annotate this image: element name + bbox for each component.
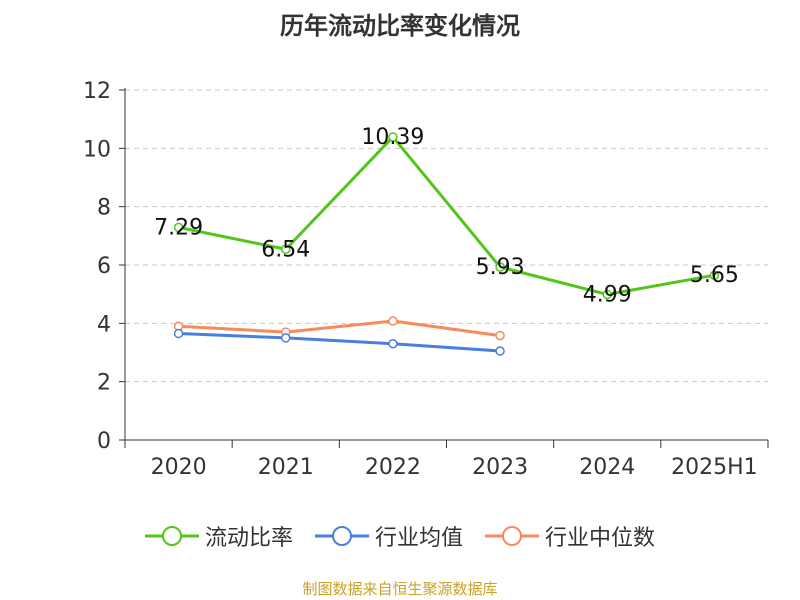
series-point — [495, 330, 505, 341]
legend-label: 行业均值 — [374, 526, 463, 551]
data-label: 5.65 — [690, 263, 739, 288]
x-tick-label: 2022 — [365, 455, 421, 480]
series-point — [281, 244, 291, 254]
series-point — [173, 222, 184, 233]
series-point — [602, 289, 612, 300]
series-point — [388, 339, 398, 349]
x-tick-label: 2023 — [472, 455, 528, 480]
series-point — [495, 346, 505, 356]
legend-item[interactable]: 行业中位数 — [485, 520, 655, 552]
series-line — [178, 319, 501, 338]
y-tick-label: 2 — [97, 371, 111, 396]
x-tick-label: 2024 — [579, 455, 635, 480]
series-point — [173, 328, 184, 339]
x-tick-label: 2021 — [258, 455, 314, 480]
series-point — [388, 132, 398, 142]
x-tick-label: 2025H1 — [671, 455, 758, 480]
data-label: 6.54 — [261, 237, 310, 262]
source-note: 制图数据来自恒生聚源数据库 — [302, 580, 498, 598]
x-tick-label: 2020 — [151, 455, 207, 480]
y-tick-label: 12 — [83, 79, 111, 104]
series-point — [709, 270, 720, 280]
y-tick-label: 10 — [83, 137, 111, 162]
legend-swatch-marker — [161, 526, 182, 546]
series-line — [178, 135, 715, 296]
series-point — [281, 333, 291, 343]
legend-swatch-marker — [331, 526, 352, 546]
y-tick-label: 4 — [97, 312, 111, 337]
legend-item[interactable]: 行业均值 — [314, 520, 463, 552]
legend-swatch-icon — [314, 526, 369, 546]
y-tick-label: 8 — [97, 196, 111, 221]
legend-item[interactable]: 流动比率 — [144, 520, 293, 552]
y-tick-label: 0 — [97, 429, 111, 454]
label-layer: 7.29 6.54 10.39 5.93 4.99 5.65 — [154, 125, 739, 308]
data-label: 7.29 — [154, 215, 203, 240]
grid-layer — [125, 89, 768, 383]
legend-swatch-icon — [485, 526, 539, 546]
chart-title: 历年流动比率变化情况 — [280, 12, 520, 40]
legend-swatch-marker — [502, 526, 522, 546]
series-layer — [173, 132, 720, 356]
series-point — [388, 316, 398, 326]
data-label: 4.99 — [583, 282, 632, 307]
legend: 流动比率 行业均值 行业中位数 — [0, 520, 800, 552]
series-line — [178, 332, 501, 353]
y-tick-label: 6 — [97, 254, 111, 279]
legend-label: 行业中位数 — [545, 526, 656, 551]
legend-label: 流动比率 — [204, 526, 293, 551]
series-point — [495, 262, 505, 272]
data-label: 10.39 — [361, 125, 424, 150]
legend-swatch-icon — [144, 526, 199, 546]
axis-layer: 0 2 4 6 8 10 12 2020 2021 2022 2023 2024 2025H1 — [83, 79, 769, 480]
data-label: 5.93 — [476, 255, 525, 280]
